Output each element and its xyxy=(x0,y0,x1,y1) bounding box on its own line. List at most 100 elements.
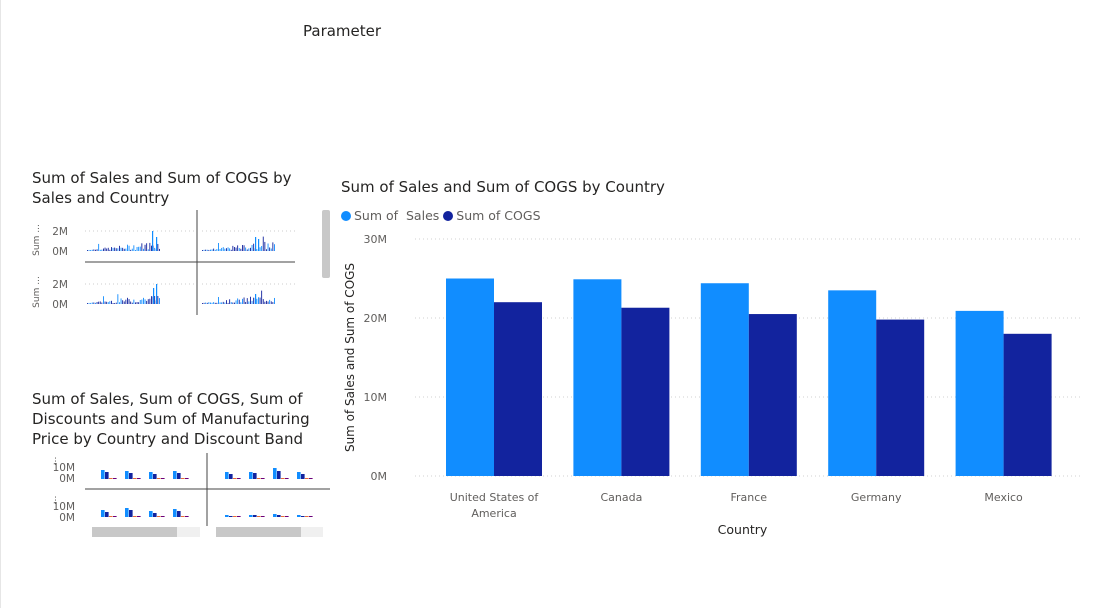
mini-bar xyxy=(185,516,189,517)
bar-sales xyxy=(700,283,749,476)
mini-bar xyxy=(153,513,157,517)
small-chart1-scrollbar[interactable] xyxy=(322,210,330,278)
mini-bar xyxy=(205,249,207,251)
mini-bar xyxy=(177,511,181,517)
mini-bar xyxy=(253,515,257,517)
mini-bar xyxy=(219,302,221,304)
legend-dot-sales xyxy=(341,210,351,221)
mini-bar xyxy=(173,509,177,517)
mini-bar xyxy=(125,299,127,304)
mini-bar xyxy=(233,516,237,517)
mini-bar xyxy=(301,516,305,517)
mini-bar xyxy=(259,297,261,304)
x-tick-label: France xyxy=(731,491,768,504)
mini-bar xyxy=(264,241,266,251)
mini-bar xyxy=(305,478,309,479)
mini-bar xyxy=(128,245,130,251)
mini-bar xyxy=(305,516,309,517)
mini-bar xyxy=(281,516,285,517)
mini-bar xyxy=(101,470,105,479)
mini-bar xyxy=(151,245,152,251)
mini-bar xyxy=(240,248,242,251)
mini-bar xyxy=(206,302,208,304)
mini-bar xyxy=(227,302,229,304)
mini-bar xyxy=(161,516,165,517)
mini-bar xyxy=(235,247,237,251)
mini-bar xyxy=(221,247,223,251)
row-label: ⋮ xyxy=(51,496,60,506)
mini-bar xyxy=(253,243,255,251)
mini-bar xyxy=(138,246,140,251)
mini-bar xyxy=(111,300,112,304)
y-tick-label: 10M xyxy=(53,501,75,513)
mini-bar xyxy=(144,299,146,304)
mini-bar xyxy=(225,515,229,517)
small-chart2-scrollbar-right[interactable] xyxy=(216,527,301,537)
mini-bar xyxy=(266,249,267,251)
legend-item-cogs[interactable]: Sum of COGS xyxy=(443,208,541,223)
mini-bar xyxy=(91,302,93,304)
mini-bar xyxy=(234,302,235,304)
mini-bar xyxy=(99,301,101,304)
mini-bar xyxy=(221,302,223,304)
mini-bar xyxy=(144,244,146,251)
mini-bar xyxy=(216,302,218,304)
mini-bar xyxy=(237,516,241,517)
mini-bar xyxy=(297,472,301,479)
mini-bar xyxy=(135,302,136,304)
mini-bar xyxy=(256,298,258,304)
mini-bar xyxy=(135,249,136,251)
mini-bar xyxy=(159,248,160,251)
mini-bar xyxy=(202,303,203,304)
mini-bar xyxy=(139,246,141,251)
mini-bar xyxy=(243,297,245,304)
y-tick-label: 10M xyxy=(364,391,388,404)
mini-bar xyxy=(98,301,100,304)
y-tick-label: 20M xyxy=(364,312,388,325)
x-axis-title: Country xyxy=(718,522,768,537)
mini-bar xyxy=(112,247,114,251)
mini-bar xyxy=(129,510,133,517)
x-tick-label: Canada xyxy=(600,491,642,504)
mini-bar xyxy=(208,302,210,304)
mini-bar xyxy=(273,514,277,517)
parameter-title: Parameter xyxy=(303,22,382,40)
mini-bar xyxy=(120,247,122,251)
mini-bar xyxy=(285,478,289,479)
mini-bar xyxy=(233,478,237,479)
mini-bar xyxy=(237,298,239,304)
mini-bar xyxy=(127,244,128,251)
mini-bar xyxy=(125,508,129,517)
mini-bar xyxy=(218,296,219,304)
x-tick-label: Mexico xyxy=(984,491,1023,504)
y-tick-label: 0M xyxy=(371,470,388,483)
mini-bar xyxy=(269,299,271,304)
y-tick-label: 0M xyxy=(59,512,75,524)
mini-bar xyxy=(109,478,113,479)
mini-bar xyxy=(274,297,275,304)
legend-item-sales[interactable]: Sum of Sales xyxy=(341,208,439,223)
mini-bar xyxy=(96,249,98,251)
mini-bar xyxy=(149,242,151,251)
small-multiples-chart-1: Sum ... Sum ... 2M 0M 2M 0M xyxy=(32,210,295,315)
mini-bar xyxy=(248,301,250,304)
mini-bar xyxy=(257,516,261,517)
mini-bar xyxy=(262,299,264,304)
mini-bar xyxy=(214,302,216,304)
mini-bar xyxy=(149,472,153,479)
mini-bar xyxy=(227,247,229,251)
mini-bar xyxy=(147,249,149,251)
mini-bar xyxy=(147,299,149,304)
mini-bar xyxy=(88,302,90,304)
bar-sales xyxy=(446,278,494,476)
mini-bar xyxy=(87,303,88,304)
mini-bar xyxy=(259,247,261,251)
mini-bar xyxy=(240,302,242,304)
small-chart2-scrollbar-left[interactable] xyxy=(92,527,177,537)
mini-bar xyxy=(115,248,117,251)
mini-bar xyxy=(113,516,117,517)
mini-bar xyxy=(130,301,132,304)
y-tick-label: 30M xyxy=(364,233,388,246)
mini-bar xyxy=(229,474,233,479)
